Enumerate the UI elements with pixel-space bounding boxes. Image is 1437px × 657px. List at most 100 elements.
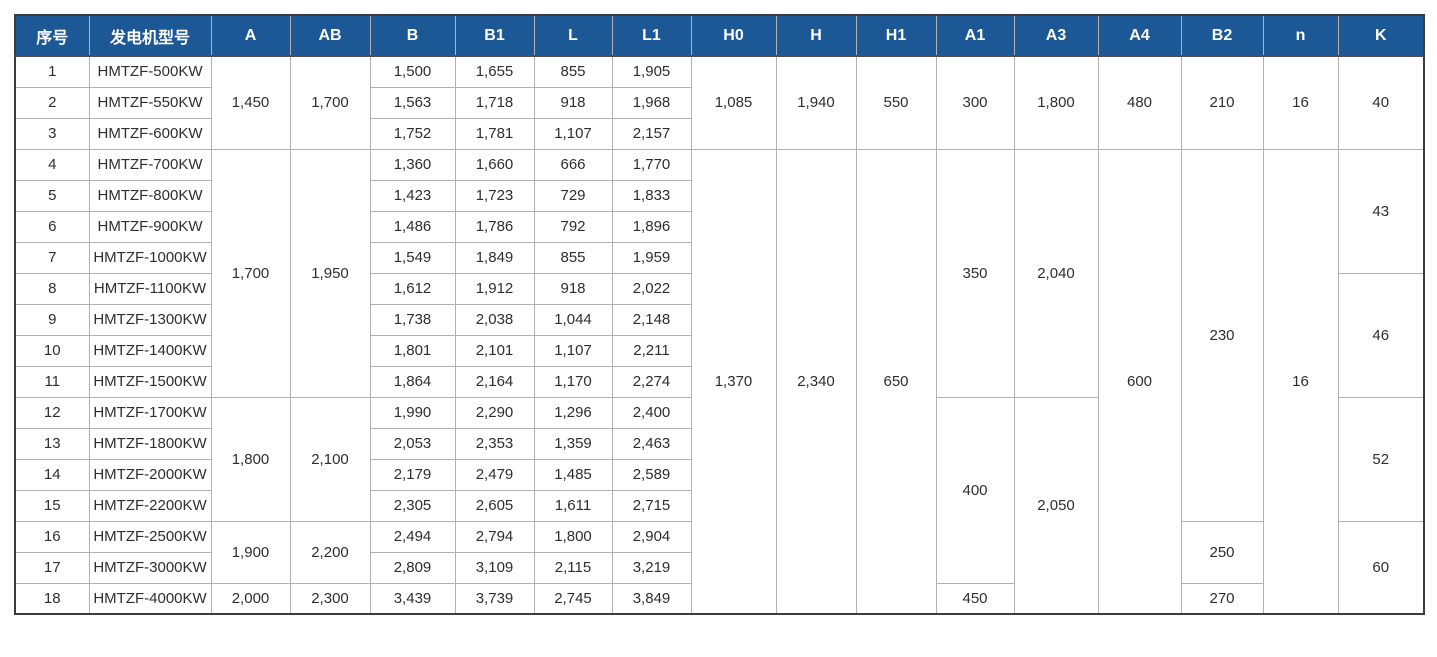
table-cell: 1,655 (454, 55, 535, 88)
table-cell: 270 (1180, 582, 1264, 615)
table-cell: 3,109 (454, 551, 535, 584)
table-cell: 1,107 (533, 117, 613, 150)
table-row: 12 HMTZF-1700KW 1,800 2,100 1,990 2,290 1,296 2… (14, 396, 1425, 615)
table-cell: 918 (533, 272, 613, 305)
table-cell: 2,274 (611, 365, 692, 398)
table-row: 13 HMTZF-1800KW 2,053 2,353 1,359 2,463 (14, 427, 1424, 460)
table-cell: 2,809 (369, 551, 456, 584)
table-cell: 600 (1097, 148, 1182, 615)
column-header-15: n (1262, 14, 1339, 57)
table-cell: 16 (14, 520, 90, 553)
table-cell: 3 (14, 117, 90, 150)
table-cell: 1 (14, 55, 90, 88)
table-cell: HMTZF-1100KW (88, 272, 212, 305)
table-cell: 550 (855, 55, 937, 150)
table-cell: 1,738 (369, 303, 456, 336)
table-cell: 13 (14, 427, 90, 460)
table-cell: 3,739 (454, 582, 535, 615)
table-cell: 230 (1180, 148, 1264, 522)
table-cell: HMTZF-700KW (88, 148, 212, 181)
table-cell: 666 (533, 148, 613, 181)
table-cell: 1,660 (454, 148, 535, 181)
table-cell: 1,044 (533, 303, 613, 336)
column-header-11: A1 (935, 14, 1015, 57)
table-cell: 2,164 (454, 365, 535, 398)
table-cell: 12 (14, 396, 90, 429)
table-cell: 2,300 (289, 582, 371, 615)
table-body: 1 HMTZF-500KW 1,450 1,700 1,500 1,655 855 1,905… (14, 55, 1425, 615)
table-cell: 2,290 (454, 396, 535, 429)
table-cell: 2,100 (289, 396, 371, 522)
table-cell: HMTZF-1400KW (88, 334, 212, 367)
table-cell: 1,700 (289, 55, 371, 150)
table-cell: 1,370 (690, 148, 777, 615)
generator-dimensions-table: 序号 发电机型号 A AB B B1 L L1 H0 H H1 A1 A3 A4 B2 n K 1 HMTZF-5… (14, 14, 1425, 615)
table-row: 5 HMTZF-800KW 1,423 1,723 729 1,833 (14, 179, 1424, 212)
table-cell: 2,038 (454, 303, 535, 336)
table-row: 7 HMTZF-1000KW 1,549 1,849 855 1,959 (14, 241, 1424, 274)
column-header-4: B (369, 14, 456, 57)
table-cell: 300 (935, 55, 1015, 150)
table-cell: 14 (14, 458, 90, 491)
table-row: 18 HMTZF-4000KW 2,000 2,300 3,439 3,739 2,745 3… (14, 582, 1424, 615)
table-cell: 250 (1180, 520, 1264, 584)
table-cell: 1,800 (1013, 55, 1099, 150)
table-cell: 60 (1337, 520, 1425, 615)
column-header-10: H1 (855, 14, 937, 57)
column-header-8: H0 (690, 14, 777, 57)
table-cell: HMTZF-800KW (88, 179, 212, 212)
table-cell: 43 (1337, 148, 1425, 274)
table-cell: HMTZF-4000KW (88, 582, 212, 615)
table-cell: HMTZF-1500KW (88, 365, 212, 398)
table-row: 17 HMTZF-3000KW 2,809 3,109 2,115 3,219 (14, 551, 1424, 584)
table-cell: HMTZF-3000KW (88, 551, 212, 584)
column-header-9: H (775, 14, 857, 57)
table-cell: 1,085 (690, 55, 777, 150)
table-cell: 1,107 (533, 334, 613, 367)
table-cell: 1,423 (369, 179, 456, 212)
table-cell: 2,305 (369, 489, 456, 522)
table-cell: 1,864 (369, 365, 456, 398)
table-cell: 3,439 (369, 582, 456, 615)
table-cell: 52 (1337, 396, 1425, 522)
table-row: 15 HMTZF-2200KW 2,305 2,605 1,611 2,715 (14, 489, 1424, 522)
table-row: 10 HMTZF-1400KW 1,801 2,101 1,107 2,211 (14, 334, 1424, 367)
column-header-3: AB (289, 14, 371, 57)
table-cell: 1,170 (533, 365, 613, 398)
table-cell: 4 (14, 148, 90, 181)
table-cell: 1,801 (369, 334, 456, 367)
table-cell: 10 (14, 334, 90, 367)
table-cell: 7 (14, 241, 90, 274)
table-cell: 1,990 (369, 396, 456, 429)
table-cell: 2,353 (454, 427, 535, 460)
table-cell: 1,612 (369, 272, 456, 305)
table-cell: 450 (935, 582, 1015, 615)
table-cell: 2,463 (611, 427, 692, 460)
table-cell: HMTZF-1300KW (88, 303, 212, 336)
table-row: 8 HMTZF-1100KW 1,612 1,912 918 2,022 46 (14, 272, 1425, 398)
table-cell: 2,494 (369, 520, 456, 553)
table-cell: 1,611 (533, 489, 613, 522)
table-cell: 2,101 (454, 334, 535, 367)
table-cell: 855 (533, 241, 613, 274)
table-cell: 2,211 (611, 334, 692, 367)
table-cell: 5 (14, 179, 90, 212)
table-cell: 2,340 (775, 148, 857, 615)
table-cell: 2,745 (533, 582, 613, 615)
column-header-7: L1 (611, 14, 692, 57)
table-row: 6 HMTZF-900KW 1,486 1,786 792 1,896 (14, 210, 1424, 243)
table-cell: HMTZF-900KW (88, 210, 212, 243)
table-cell: HMTZF-2200KW (88, 489, 212, 522)
table-cell: 1,486 (369, 210, 456, 243)
column-header-2: A (210, 14, 291, 57)
table-cell: 1,912 (454, 272, 535, 305)
table-cell: 46 (1337, 272, 1425, 398)
table-cell: 2,000 (210, 582, 291, 615)
table-cell: 16 (1262, 55, 1339, 150)
column-header-0: 序号 (14, 14, 90, 57)
table-cell: 11 (14, 365, 90, 398)
table-cell: HMTZF-2000KW (88, 458, 212, 491)
column-header-13: A4 (1097, 14, 1182, 57)
table-cell: 2,148 (611, 303, 692, 336)
